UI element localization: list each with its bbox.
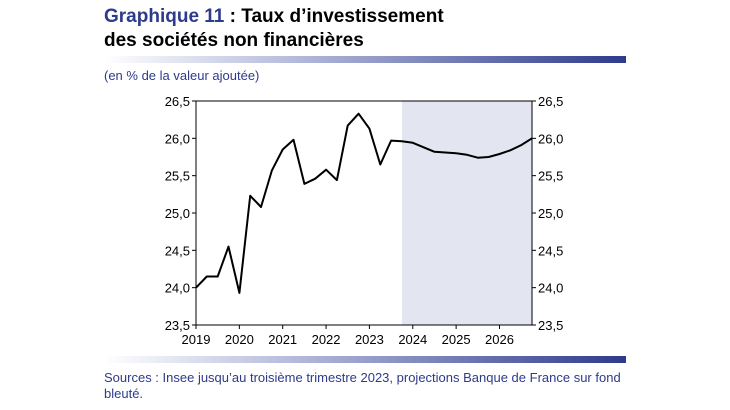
series-line	[195, 112, 533, 294]
y-tick-label-left: 26,0	[165, 131, 190, 146]
y-tick-label-left: 25,5	[165, 169, 190, 184]
chart-title-number: Graphique 11	[104, 6, 225, 27]
y-tick-label-right: 26,5	[538, 94, 563, 109]
x-tick-label: 2021	[268, 332, 297, 347]
chart-title: Graphique 11 : Taux d’investissement des…	[104, 5, 444, 53]
source-note: Sources : Insee jusqu’au troisième trime…	[104, 370, 621, 401]
y-tick-label-left: 24,0	[165, 281, 190, 296]
y-tick-label-left: 23,5	[165, 318, 190, 333]
y-tick-label-right: 25,5	[538, 169, 563, 184]
y-tick-label-left: 26,5	[165, 94, 190, 109]
unit-note: (en % de la valeur ajoutée)	[104, 68, 260, 83]
y-tick-label-right: 23,5	[538, 318, 563, 333]
y-tick-label-right: 24,5	[538, 243, 563, 258]
x-tick-label: 2020	[225, 332, 254, 347]
x-tick-label: 2022	[312, 332, 341, 347]
y-tick-label-right: 24,0	[538, 281, 563, 296]
x-tick-label: 2025	[442, 332, 471, 347]
bottom-divider	[104, 356, 626, 363]
x-tick-label: 2023	[355, 332, 384, 347]
y-tick-label-right: 25,0	[538, 206, 563, 221]
x-tick-label: 2024	[398, 332, 427, 347]
y-tick-label-right: 26,0	[538, 131, 563, 146]
top-divider	[104, 56, 626, 63]
chart-title-text: : Taux d’investissement	[224, 6, 444, 27]
y-tick-label-left: 25,0	[165, 206, 190, 221]
x-tick-label: 2026	[485, 332, 514, 347]
projection-shading	[401, 101, 532, 325]
x-tick-label: 2019	[182, 332, 211, 347]
y-tick-label-left: 24,5	[165, 243, 190, 258]
chart-title-line2: des sociétés non financières	[104, 30, 364, 51]
